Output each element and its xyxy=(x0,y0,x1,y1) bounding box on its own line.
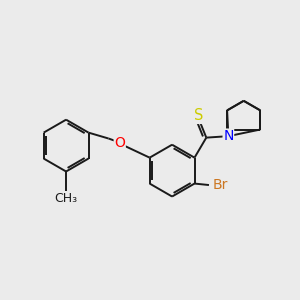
Text: N: N xyxy=(223,129,234,143)
Text: Br: Br xyxy=(213,178,228,192)
Text: O: O xyxy=(114,136,125,150)
Text: S: S xyxy=(194,108,204,123)
Text: CH₃: CH₃ xyxy=(55,192,78,205)
